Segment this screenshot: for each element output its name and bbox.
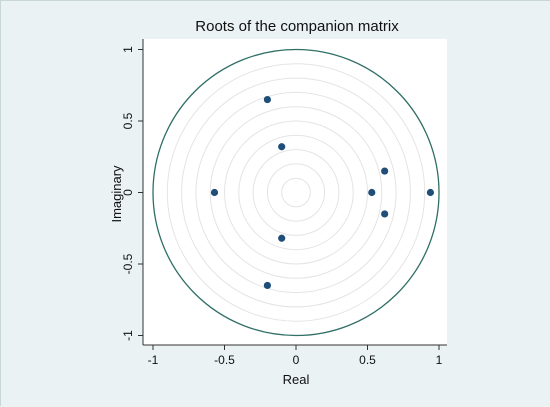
data-points bbox=[210, 95, 435, 290]
root-point bbox=[263, 281, 271, 290]
root-point bbox=[426, 188, 435, 197]
grid-circle bbox=[181, 77, 411, 308]
root-point bbox=[263, 95, 271, 104]
grid-circle bbox=[266, 163, 326, 222]
root-point bbox=[278, 234, 286, 242]
grid-circle bbox=[209, 106, 383, 279]
root-point bbox=[381, 167, 389, 175]
grid-circle bbox=[166, 63, 426, 322]
root-point bbox=[210, 188, 219, 197]
chart-title: Roots of the companion matrix bbox=[195, 18, 399, 35]
ticks: -1 -0.5 0 0.5 1 -1 -0.5 0 0.5 1 bbox=[121, 46, 443, 367]
grid-circles bbox=[166, 63, 426, 322]
grid-circle bbox=[195, 91, 397, 294]
grid-circle bbox=[281, 177, 311, 208]
y-tick-label: -0.5 bbox=[121, 253, 135, 274]
unit-circle bbox=[152, 48, 440, 337]
y-tick-label: 0 bbox=[121, 189, 135, 196]
x-tick-label: 0 bbox=[293, 353, 300, 367]
y-tick-label: 0.5 bbox=[121, 112, 135, 129]
x-tick-label: -0.5 bbox=[214, 353, 235, 367]
grid-circle bbox=[224, 120, 368, 265]
y-tick-label: -1 bbox=[121, 330, 135, 341]
grid-circle bbox=[252, 149, 340, 236]
root-point bbox=[278, 143, 286, 151]
x-tick-label: 0.5 bbox=[359, 353, 376, 367]
y-tick-label: 1 bbox=[121, 46, 135, 53]
plot-area bbox=[143, 39, 447, 345]
y-axis-title: Imaginary bbox=[109, 165, 124, 223]
grid-circle bbox=[238, 134, 354, 251]
x-tick-label: 1 bbox=[436, 353, 443, 367]
root-point bbox=[368, 188, 376, 197]
x-tick-label: -1 bbox=[148, 353, 159, 367]
x-axis-title: Real bbox=[283, 372, 310, 387]
root-point bbox=[381, 210, 389, 218]
